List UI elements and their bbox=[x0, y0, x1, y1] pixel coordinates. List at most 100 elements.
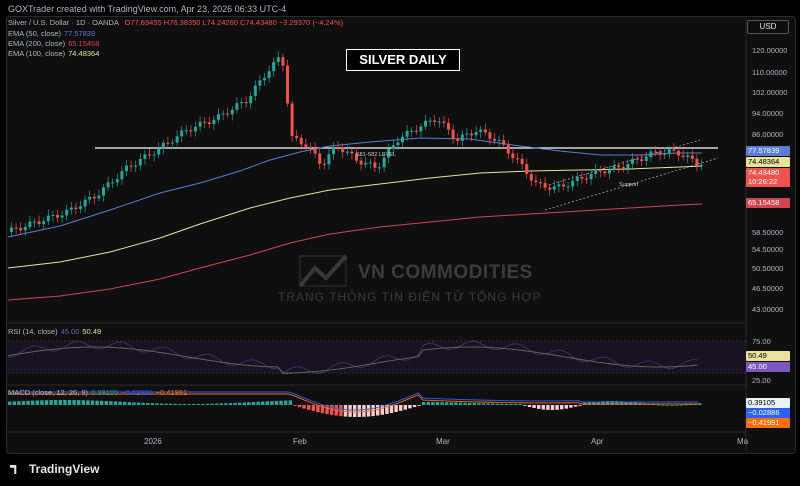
candle-body bbox=[589, 173, 593, 180]
candle-body bbox=[313, 147, 317, 154]
candle-body bbox=[571, 180, 575, 187]
macd-bar bbox=[31, 400, 35, 405]
candle-body bbox=[690, 155, 694, 159]
macd-bar bbox=[219, 403, 223, 405]
macd-bar bbox=[164, 403, 168, 405]
candle-body bbox=[157, 148, 161, 155]
candle-body bbox=[74, 207, 78, 210]
macd-bar bbox=[182, 403, 187, 405]
candle-body bbox=[543, 182, 547, 188]
candle-body bbox=[203, 121, 207, 123]
candle-body bbox=[520, 158, 524, 165]
rsi-legend[interactable]: RSI (14, close) 45.00 50.49 bbox=[8, 327, 102, 336]
rsi-tick-75: 75.00 bbox=[752, 337, 771, 346]
candle-body bbox=[654, 151, 657, 153]
macd-bar bbox=[127, 402, 131, 405]
watermark-tagline: TRANG THÔNG TIN ĐIỆN TỬ TỔNG HỢP bbox=[278, 290, 542, 304]
candle-body bbox=[295, 135, 299, 139]
candle-body bbox=[603, 171, 607, 174]
macd-bar bbox=[670, 404, 674, 406]
macd-bar bbox=[596, 401, 601, 405]
ema50-line bbox=[7, 137, 702, 238]
macd-bar bbox=[440, 402, 444, 405]
macd-bar bbox=[514, 403, 518, 405]
chart-frame[interactable] bbox=[6, 16, 796, 454]
candle-body bbox=[207, 122, 211, 124]
currency-button[interactable]: USD bbox=[747, 20, 789, 34]
macd-bar bbox=[389, 405, 394, 414]
macd-bar bbox=[491, 403, 495, 405]
candle-body bbox=[442, 121, 446, 123]
watermark-brand: VN COMMODITIES bbox=[358, 262, 533, 283]
macd-legend[interactable]: MACD (close, 12, 26, 9) 0.39105 −0.02886 −0… bbox=[8, 388, 188, 397]
legend-ema200[interactable]: EMA (200, close) 65.15458 bbox=[8, 39, 100, 48]
candle-body bbox=[410, 130, 414, 132]
rsi-band bbox=[8, 341, 746, 373]
candle-body bbox=[483, 129, 487, 133]
macd-bar bbox=[606, 401, 610, 405]
candle-body bbox=[106, 182, 110, 188]
channel-upper-line bbox=[544, 139, 701, 187]
candle-body bbox=[585, 178, 588, 180]
level-annotation: S81-S82 LEVEL bbox=[356, 152, 397, 158]
candle-body bbox=[129, 165, 133, 167]
macd-bar bbox=[560, 405, 564, 410]
macd-bar bbox=[380, 405, 384, 415]
candle-body bbox=[382, 157, 386, 168]
price-tick: 110.00000 bbox=[752, 68, 787, 77]
candle-body bbox=[244, 102, 248, 104]
candle-body bbox=[10, 227, 13, 232]
macd-bar bbox=[661, 404, 665, 406]
candle-body bbox=[290, 103, 294, 136]
candle-body bbox=[552, 186, 556, 190]
macd-bar bbox=[422, 402, 426, 405]
candle-body bbox=[175, 136, 179, 143]
ema50-price-tag: 77.57839 bbox=[746, 146, 790, 156]
tradingview-logo[interactable]: TradingView bbox=[10, 462, 99, 476]
macd-bar bbox=[619, 401, 624, 405]
legend-ema100[interactable]: EMA (100, close) 74.48364 bbox=[8, 49, 100, 58]
candle-body bbox=[488, 132, 492, 139]
macd-bar bbox=[205, 403, 210, 405]
candle-body bbox=[516, 158, 519, 160]
candle-body bbox=[350, 151, 354, 154]
candle-body bbox=[46, 215, 50, 222]
macd-bar bbox=[555, 405, 559, 410]
price-tick: 120.00000 bbox=[752, 46, 788, 55]
macd-bar bbox=[81, 400, 85, 405]
candle-body bbox=[230, 109, 234, 115]
macd-signal-line bbox=[8, 393, 698, 413]
macd-bar bbox=[288, 400, 292, 405]
candle-body bbox=[695, 158, 699, 166]
macd-bar bbox=[251, 401, 256, 405]
candle-body bbox=[198, 121, 202, 127]
macd-bar bbox=[431, 402, 435, 405]
candle-body bbox=[534, 180, 538, 183]
macd-bar bbox=[63, 400, 67, 405]
candle-body bbox=[249, 96, 253, 104]
macd-bar bbox=[454, 402, 458, 405]
candle-body bbox=[447, 122, 450, 130]
candle-body bbox=[686, 155, 690, 157]
macd-bar bbox=[215, 403, 219, 405]
candle-body bbox=[539, 182, 542, 184]
macd-bar bbox=[316, 405, 320, 413]
macd-bar bbox=[569, 405, 573, 408]
macd-bar bbox=[201, 403, 205, 405]
macd-bar bbox=[307, 405, 311, 410]
macd-bar bbox=[54, 400, 58, 405]
candle-body bbox=[368, 162, 372, 164]
legend-ema50[interactable]: EMA (50, close) 77.57839 bbox=[8, 29, 96, 38]
macd-bar bbox=[445, 402, 449, 405]
macd-bar bbox=[118, 401, 122, 405]
macd-bar bbox=[261, 401, 265, 405]
macd-bar bbox=[12, 401, 16, 405]
ema100-price-tag: 74.48364 bbox=[746, 157, 790, 167]
macd-bar bbox=[564, 405, 568, 409]
price-tick: 58.50000 bbox=[752, 228, 784, 237]
candle-body bbox=[700, 164, 703, 166]
macd-bar bbox=[67, 400, 72, 405]
macd-bar bbox=[376, 405, 380, 416]
candle-body bbox=[414, 130, 418, 132]
